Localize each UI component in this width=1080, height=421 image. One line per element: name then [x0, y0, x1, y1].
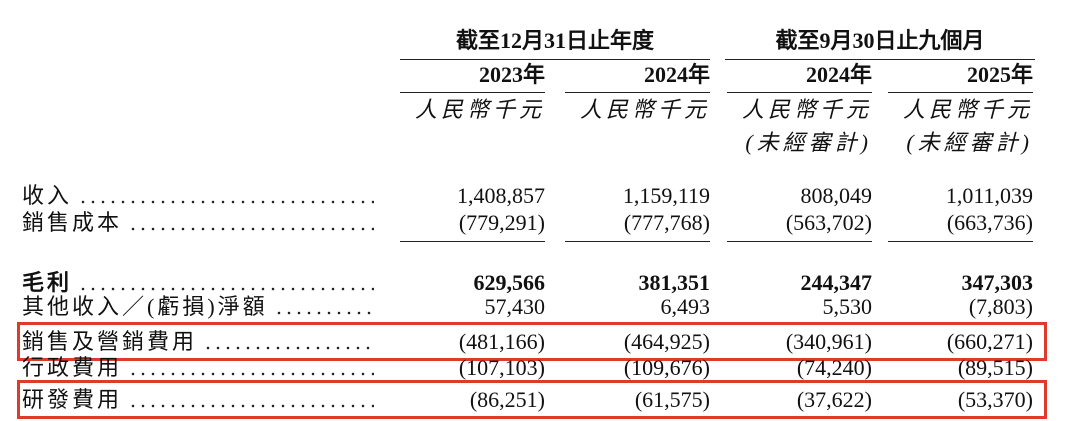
column-group-header: 截至12月31日止年度 [455, 28, 654, 53]
cell-value: 381,351 [638, 270, 711, 295]
year-header: 2023年 [478, 62, 545, 87]
unit-header: 人民幣千元 [579, 97, 710, 122]
cell-value: (779,291) [458, 210, 545, 235]
column-group-header: 截至9月30日止九個月 [775, 28, 985, 53]
dot-leader [273, 311, 374, 315]
label-text: 毛利 [22, 270, 73, 295]
row-label: 銷售及營銷費用 [22, 329, 374, 355]
dot-leader [128, 227, 374, 231]
row-label: 行政費用 [22, 355, 374, 381]
label-text: 銷售及營銷費用 [22, 329, 198, 354]
group-rule [400, 59, 710, 60]
cell-value: 1,159,119 [622, 183, 710, 208]
highlight-box [17, 380, 1047, 419]
cell-value: 1,408,857 [457, 183, 545, 208]
row-label: 銷售成本 [22, 210, 374, 236]
year-header: 2024年 [805, 62, 872, 87]
audit-note: (未經審計) [906, 130, 1033, 155]
subtotal-rule [565, 241, 710, 242]
year-header: 2024年 [643, 62, 710, 87]
year-rule [888, 92, 1033, 93]
cell-value: (563,702) [785, 210, 872, 235]
cell-value: (660,271) [946, 329, 1033, 354]
cell-value: (61,575) [634, 387, 710, 412]
cell-value: 57,430 [484, 294, 546, 319]
subtotal-rule [727, 241, 872, 242]
cell-value: (777,768) [623, 210, 710, 235]
label-text: 其他收入／(虧損)淨額 [22, 294, 268, 319]
dot-leader [78, 287, 374, 291]
cell-value: (109,676) [623, 355, 710, 380]
cell-value: 1,011,039 [945, 183, 1033, 208]
dot-leader [78, 200, 374, 204]
cell-value: (7,803) [968, 294, 1033, 319]
dot-leader [128, 404, 374, 408]
cell-value: (107,103) [458, 355, 545, 380]
cell-value: (86,251) [469, 387, 545, 412]
cell-value: 808,049 [800, 183, 873, 208]
cell-value: (37,622) [796, 387, 872, 412]
dot-leader [128, 372, 374, 376]
label-text: 收入 [22, 183, 73, 208]
cell-value: (663,736) [946, 210, 1033, 235]
cell-value: (340,961) [785, 329, 872, 354]
audit-note: (未經審計) [745, 130, 872, 155]
label-text: 銷售成本 [22, 210, 123, 235]
year-rule [565, 92, 710, 93]
cell-value: 244,347 [800, 270, 873, 295]
row-label: 研發費用 [22, 387, 374, 413]
cell-value: (74,240) [796, 355, 872, 380]
group-rule [725, 59, 1035, 60]
year-header: 2025年 [966, 62, 1033, 87]
subtotal-rule [888, 241, 1033, 242]
row-label: 收入 [22, 183, 374, 209]
year-rule [727, 92, 872, 93]
cell-value: 629,566 [473, 270, 546, 295]
cell-value: 347,303 [961, 270, 1034, 295]
unit-header: 人民幣千元 [741, 97, 872, 122]
subtotal-rule [400, 241, 545, 242]
cell-value: 5,530 [822, 294, 873, 319]
highlight-box [17, 322, 1047, 361]
cell-value: 6,493 [660, 294, 711, 319]
unit-header: 人民幣千元 [902, 97, 1033, 122]
unit-header: 人民幣千元 [414, 97, 545, 122]
cell-value: (464,925) [623, 329, 710, 354]
row-label: 其他收入／(虧損)淨額 [22, 294, 374, 320]
cell-value: (481,166) [458, 329, 545, 354]
dot-leader [203, 346, 374, 350]
label-text: 行政費用 [22, 355, 123, 380]
year-rule [400, 92, 545, 93]
cell-value: (89,515) [957, 355, 1033, 380]
cell-value: (53,370) [957, 387, 1033, 412]
label-text: 研發費用 [22, 387, 123, 412]
row-label: 毛利 [22, 270, 374, 296]
